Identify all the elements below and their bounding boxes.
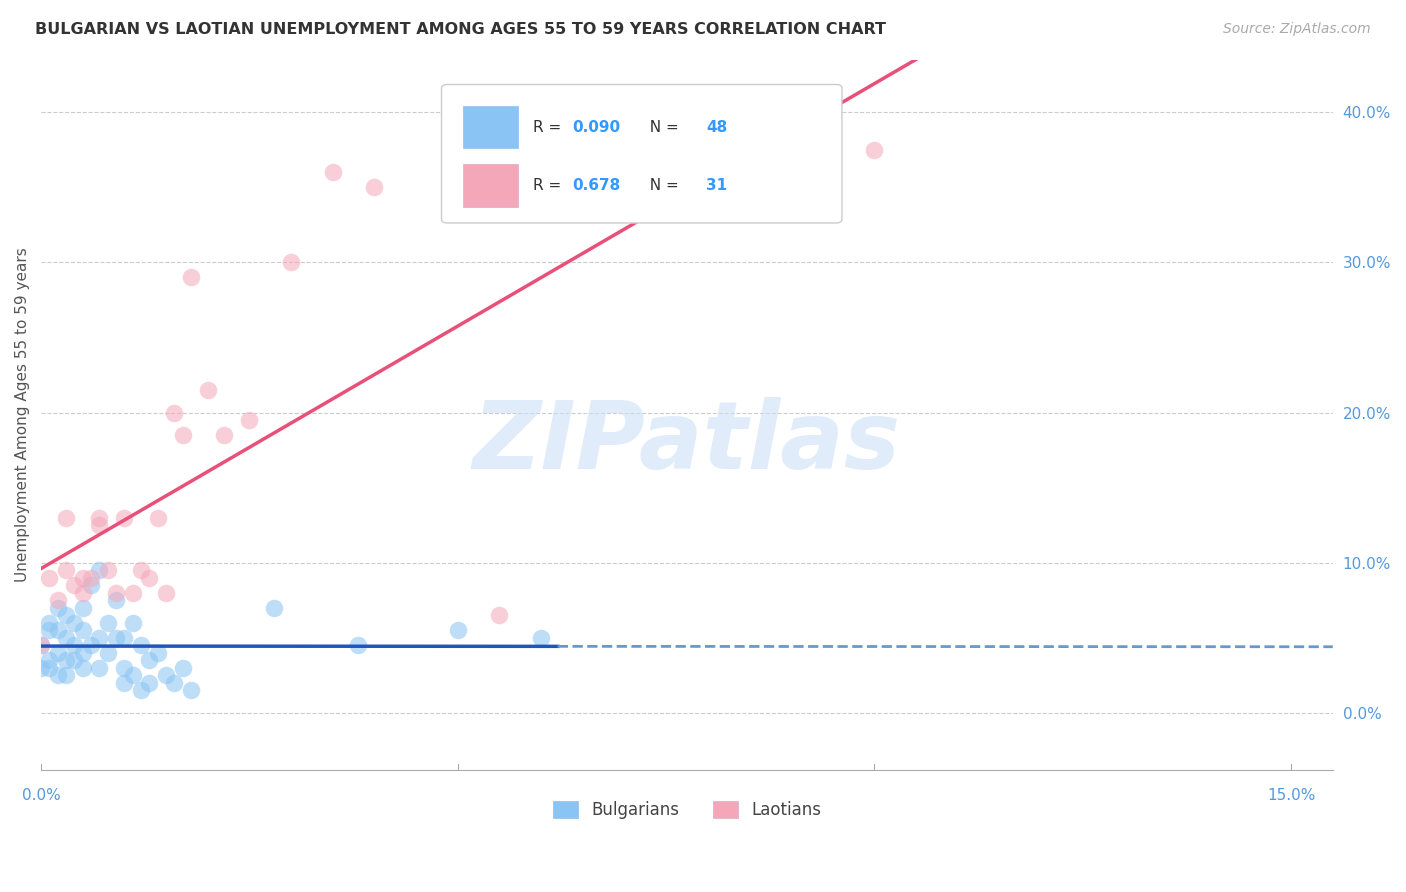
Text: 15.0%: 15.0% <box>1267 788 1315 803</box>
Text: 0.0%: 0.0% <box>21 788 60 803</box>
Point <box>97 646 120 660</box>
Legend: Bulgarians, Laotians: Bulgarians, Laotians <box>547 794 828 826</box>
Text: 31: 31 <box>706 178 727 193</box>
Point <box>696 165 718 179</box>
Point <box>238 413 260 427</box>
Point <box>197 383 219 397</box>
Point <box>38 653 60 667</box>
Point <box>55 563 77 577</box>
Point <box>163 405 186 419</box>
Point <box>488 608 510 623</box>
Point <box>530 631 553 645</box>
Text: N =: N = <box>641 178 685 193</box>
Text: Source: ZipAtlas.com: Source: ZipAtlas.com <box>1223 22 1371 37</box>
Point <box>263 600 285 615</box>
Point <box>38 615 60 630</box>
Point <box>63 638 86 652</box>
Point <box>214 428 236 442</box>
Point <box>30 638 52 652</box>
Point <box>72 600 94 615</box>
FancyBboxPatch shape <box>464 164 517 207</box>
Point <box>146 646 169 660</box>
Text: BULGARIAN VS LAOTIAN UNEMPLOYMENT AMONG AGES 55 TO 59 YEARS CORRELATION CHART: BULGARIAN VS LAOTIAN UNEMPLOYMENT AMONG … <box>35 22 886 37</box>
Point <box>138 571 160 585</box>
Point <box>114 510 136 524</box>
Point <box>55 653 77 667</box>
Point <box>46 593 69 607</box>
Point <box>89 510 111 524</box>
Text: 0.678: 0.678 <box>572 178 620 193</box>
Point <box>447 624 470 638</box>
Point <box>30 661 52 675</box>
Point <box>129 638 152 652</box>
Point <box>863 143 886 157</box>
Point <box>80 578 103 592</box>
Point <box>105 593 128 607</box>
Point <box>55 631 77 645</box>
Point <box>38 624 60 638</box>
Point <box>80 571 103 585</box>
Point <box>72 661 94 675</box>
Point <box>363 180 385 194</box>
Point <box>322 165 344 179</box>
Point <box>155 586 177 600</box>
Text: 0.090: 0.090 <box>572 120 620 135</box>
Point <box>55 608 77 623</box>
Point <box>72 624 94 638</box>
Point <box>146 510 169 524</box>
Point <box>72 586 94 600</box>
Point <box>155 668 177 682</box>
Point <box>80 638 103 652</box>
Point <box>46 646 69 660</box>
Point <box>89 563 111 577</box>
Text: ZIPatlas: ZIPatlas <box>472 397 901 489</box>
Point <box>180 683 202 698</box>
Point <box>172 428 194 442</box>
Point <box>114 661 136 675</box>
Point <box>105 586 128 600</box>
Point <box>46 624 69 638</box>
Point <box>280 255 302 269</box>
Point <box>72 571 94 585</box>
Point <box>121 668 143 682</box>
Text: 48: 48 <box>706 120 727 135</box>
Point <box>38 571 60 585</box>
Point <box>172 661 194 675</box>
Point <box>97 563 120 577</box>
Point <box>105 631 128 645</box>
Point <box>114 631 136 645</box>
Point <box>114 676 136 690</box>
Point <box>30 638 52 652</box>
Point <box>63 578 86 592</box>
Point <box>97 615 120 630</box>
Point <box>346 638 368 652</box>
Point <box>121 615 143 630</box>
Point <box>63 615 86 630</box>
Point <box>63 653 86 667</box>
FancyBboxPatch shape <box>441 85 842 223</box>
Point <box>89 518 111 533</box>
Point <box>89 661 111 675</box>
Point <box>138 653 160 667</box>
Point <box>89 631 111 645</box>
Point <box>55 668 77 682</box>
Text: R =: R = <box>533 120 567 135</box>
Point <box>46 600 69 615</box>
Y-axis label: Unemployment Among Ages 55 to 59 years: Unemployment Among Ages 55 to 59 years <box>15 247 30 582</box>
Point <box>129 563 152 577</box>
Point <box>180 270 202 285</box>
FancyBboxPatch shape <box>464 106 517 148</box>
Point <box>72 646 94 660</box>
Text: R =: R = <box>533 178 567 193</box>
Point <box>38 661 60 675</box>
Point <box>46 668 69 682</box>
Point <box>163 676 186 690</box>
Point <box>138 676 160 690</box>
Point <box>129 683 152 698</box>
Point <box>55 510 77 524</box>
Point <box>121 586 143 600</box>
Text: N =: N = <box>641 120 685 135</box>
